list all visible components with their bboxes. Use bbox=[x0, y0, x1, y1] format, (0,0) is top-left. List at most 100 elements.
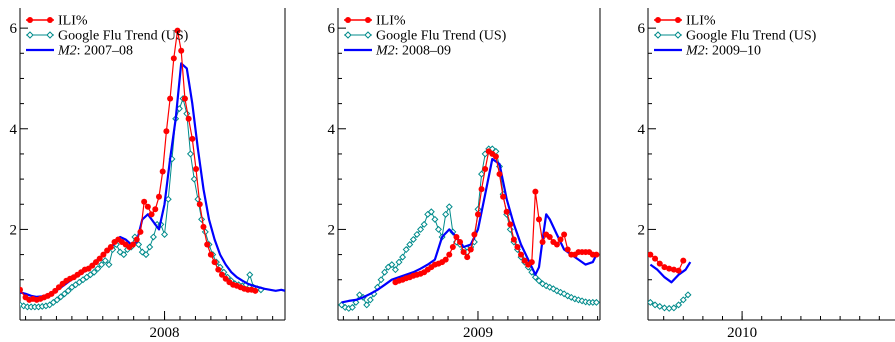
legend-ili-marker bbox=[47, 17, 53, 23]
google-point bbox=[399, 253, 407, 261]
google-point bbox=[675, 301, 683, 309]
ili-point bbox=[557, 236, 564, 243]
google-point bbox=[553, 287, 561, 295]
legend-google-label: Google Flu Trend (US) bbox=[58, 29, 189, 44]
google-point bbox=[445, 203, 453, 211]
ili-point bbox=[474, 211, 481, 218]
legend-m2-label: M2: 2007–08 bbox=[57, 44, 133, 59]
google-point bbox=[395, 258, 403, 266]
y-tick-label: 6 bbox=[638, 21, 646, 37]
y-tick-label: 6 bbox=[328, 21, 336, 37]
google-point bbox=[98, 261, 106, 269]
legend: ILI%Google Flu Trend (US)M2: 2008–09 bbox=[344, 14, 507, 59]
x-tick-label: 2010 bbox=[727, 325, 757, 341]
google-point bbox=[138, 248, 146, 256]
google-point bbox=[142, 251, 150, 259]
google-point bbox=[560, 290, 568, 298]
ili-point bbox=[666, 265, 673, 272]
google-point bbox=[409, 235, 417, 243]
ili-point bbox=[648, 251, 654, 258]
ili-point bbox=[535, 216, 542, 223]
ili-point bbox=[564, 246, 571, 253]
google-point bbox=[648, 298, 654, 306]
google-point bbox=[478, 170, 486, 178]
legend-ili-label: ILI% bbox=[686, 14, 716, 29]
legend-m2-model: M2 bbox=[685, 44, 705, 59]
series-google-line bbox=[341, 148, 597, 309]
google-point bbox=[442, 210, 450, 218]
google-point bbox=[564, 292, 572, 300]
ili-point bbox=[532, 188, 539, 195]
ili-point bbox=[207, 251, 214, 258]
ili-point bbox=[546, 233, 553, 240]
ili-point bbox=[453, 233, 460, 240]
ili-point bbox=[561, 231, 568, 238]
google-point bbox=[427, 208, 435, 216]
ili-point bbox=[680, 257, 687, 264]
google-point bbox=[64, 287, 72, 295]
ili-point bbox=[170, 55, 177, 62]
ili-point bbox=[167, 95, 174, 102]
legend-google-marker bbox=[654, 31, 662, 39]
ili-point bbox=[670, 266, 677, 273]
y-tick-label: 6 bbox=[10, 21, 18, 37]
ili-point bbox=[181, 95, 188, 102]
google-point bbox=[413, 230, 421, 238]
ili-point bbox=[204, 241, 211, 248]
ili-point bbox=[478, 186, 485, 193]
google-point bbox=[391, 266, 399, 274]
ili-point bbox=[211, 259, 218, 266]
ili-point bbox=[178, 47, 185, 54]
google-point bbox=[402, 246, 410, 254]
ili-point bbox=[107, 244, 114, 251]
ili-point bbox=[496, 171, 503, 178]
google-point bbox=[352, 298, 360, 306]
chart-panel-3: 2 4 6 2010 ILI%Google Flu Trend (US)M2: 2009… bbox=[638, 8, 895, 341]
legend-m2-model: M2 bbox=[375, 44, 395, 59]
ili-point bbox=[133, 236, 140, 243]
ili-point bbox=[189, 135, 196, 142]
y-tick-label: 2 bbox=[328, 222, 336, 238]
legend-google-marker bbox=[674, 31, 682, 39]
google-point bbox=[406, 241, 414, 249]
legend-m2-label: M2: 2009–10 bbox=[685, 44, 761, 59]
legend-ili-label: ILI% bbox=[58, 14, 88, 29]
google-point bbox=[366, 296, 374, 304]
google-point bbox=[105, 261, 113, 269]
ili-point bbox=[130, 241, 137, 248]
ili-point bbox=[460, 249, 467, 256]
google-point bbox=[684, 291, 692, 299]
ili-point bbox=[553, 241, 560, 248]
ili-point bbox=[148, 211, 155, 218]
ili-point bbox=[144, 203, 151, 210]
google-point bbox=[60, 290, 68, 298]
google-point bbox=[535, 277, 543, 285]
ili-point bbox=[521, 257, 528, 264]
google-point bbox=[420, 220, 428, 228]
ili-point bbox=[661, 264, 668, 271]
google-point bbox=[20, 302, 28, 310]
series-m2-line bbox=[341, 157, 598, 304]
legend-ili-marker bbox=[27, 17, 33, 23]
google-point bbox=[53, 296, 61, 304]
legend: ILI%Google Flu Trend (US)M2: 2009–10 bbox=[654, 14, 817, 59]
ili-point bbox=[503, 208, 510, 215]
legend-m2-season: : 2007–08 bbox=[77, 44, 133, 59]
plot-area bbox=[338, 145, 600, 312]
ili-point bbox=[539, 239, 546, 245]
ili-point bbox=[492, 153, 499, 160]
ili-point bbox=[652, 255, 659, 262]
y-tick-label: 4 bbox=[638, 122, 646, 138]
google-point bbox=[348, 303, 356, 311]
ili-point bbox=[185, 115, 192, 122]
google-point bbox=[592, 298, 600, 306]
ili-point bbox=[137, 228, 144, 235]
y-tick-label: 4 bbox=[10, 122, 18, 138]
google-point bbox=[557, 288, 565, 296]
ili-point bbox=[155, 193, 162, 200]
ili-point bbox=[442, 256, 449, 263]
y-tick-label: 2 bbox=[10, 222, 18, 238]
ili-point bbox=[96, 255, 103, 262]
google-point bbox=[146, 243, 154, 251]
